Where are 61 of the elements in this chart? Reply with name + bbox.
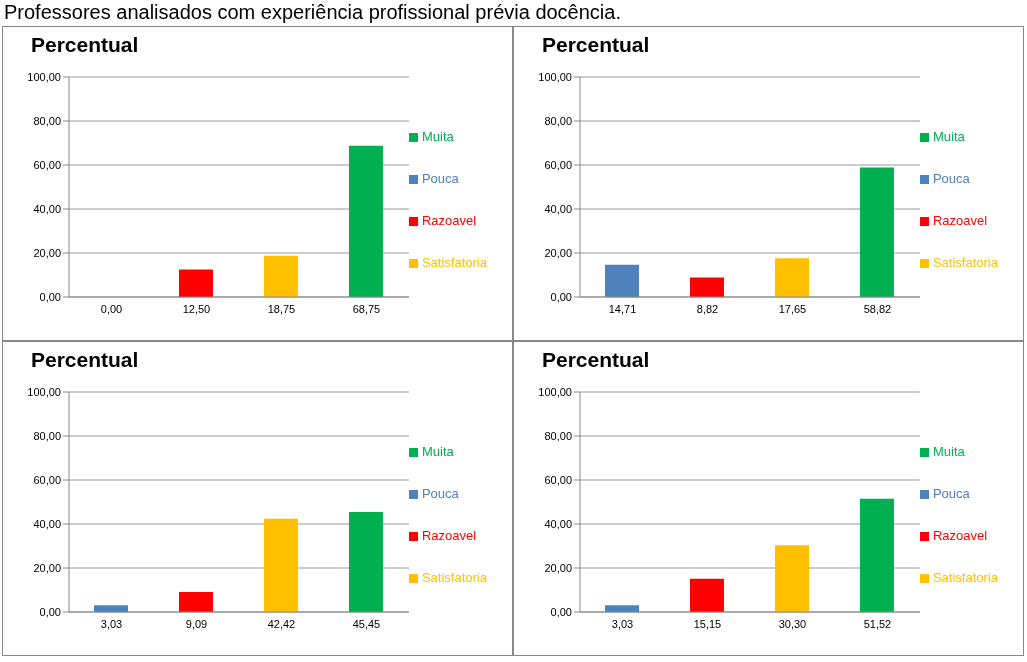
x-tick-label: 0,00	[100, 302, 123, 315]
x-tick-label: 12,50	[182, 302, 211, 315]
x-tick-label: 68,75	[352, 302, 381, 315]
y-tick-label: 20,00	[33, 246, 61, 259]
y-tick-label: 40,00	[544, 202, 572, 215]
y-tick-label: 100,00	[27, 70, 61, 83]
legend-label: Pouca	[932, 170, 970, 186]
legend-label: Pouca	[421, 170, 459, 186]
legend-label: Razoavel	[421, 212, 477, 228]
chart-title: Percentual	[31, 33, 139, 57]
y-tick-label: 40,00	[33, 202, 61, 215]
y-tick-label: 0,00	[39, 290, 61, 303]
y-tick-label: 60,00	[33, 473, 61, 486]
y-tick-label: 0,00	[550, 605, 572, 618]
y-tick-label: 0,00	[39, 605, 61, 618]
chart-title: Percentual	[542, 348, 650, 372]
legend-label: Muita	[421, 128, 454, 144]
y-tick-label: 20,00	[544, 561, 572, 574]
x-tick-label: 42,42	[267, 617, 296, 630]
text: Professores analisados com experiência profissional prévia docência.	[4, 1, 621, 23]
x-tick-label: 58,82	[863, 302, 892, 315]
y-tick-label: 80,00	[544, 429, 572, 442]
y-tick-label: 60,00	[33, 158, 61, 171]
y-tick-label: 60,00	[544, 158, 572, 171]
y-tick-label: 20,00	[33, 561, 61, 574]
legend-label: Pouca	[932, 485, 970, 501]
x-tick-label: 15,15	[693, 617, 722, 630]
legend-label: Muita	[932, 443, 965, 459]
legend-label: Satisfatoria	[932, 569, 998, 585]
y-tick-label: 80,00	[33, 114, 61, 127]
y-tick-label: 80,00	[544, 114, 572, 127]
legend-label: Muita	[932, 128, 965, 144]
y-tick-label: 40,00	[544, 517, 572, 530]
legend-label: Razoavel	[421, 527, 477, 543]
legend-label: Razoavel	[932, 212, 988, 228]
y-tick-label: 100,00	[27, 385, 61, 398]
x-tick-label: 51,52	[863, 617, 892, 630]
y-tick-label: 100,00	[538, 385, 572, 398]
y-tick-label: 60,00	[544, 473, 572, 486]
x-tick-label: 3,03	[611, 617, 634, 630]
legend-label: Satisfatoria	[932, 254, 998, 270]
legend-label: Satisfatoria	[421, 254, 487, 270]
legend-label: Satisfatoria	[421, 569, 487, 585]
x-tick-label: 30,30	[778, 617, 807, 630]
x-tick-label: 3,03	[100, 617, 123, 630]
x-tick-label: 14,71	[608, 302, 637, 315]
legend-label: Razoavel	[932, 527, 988, 543]
y-tick-label: 40,00	[33, 517, 61, 530]
y-tick-label: 20,00	[544, 246, 572, 259]
x-tick-label: 9,09	[185, 617, 208, 630]
chart-title: Percentual	[542, 33, 650, 57]
legend-label: Muita	[421, 443, 454, 459]
chart-title: Percentual	[31, 348, 139, 372]
x-tick-label: 18,75	[267, 302, 296, 315]
x-tick-label: 8,82	[696, 302, 719, 315]
y-tick-label: 80,00	[33, 429, 61, 442]
x-tick-label: 45,45	[352, 617, 381, 630]
x-tick-label: 17,65	[778, 302, 807, 315]
y-tick-label: 100,00	[538, 70, 572, 83]
legend-label: Pouca	[421, 485, 459, 501]
y-tick-label: 0,00	[550, 290, 572, 303]
